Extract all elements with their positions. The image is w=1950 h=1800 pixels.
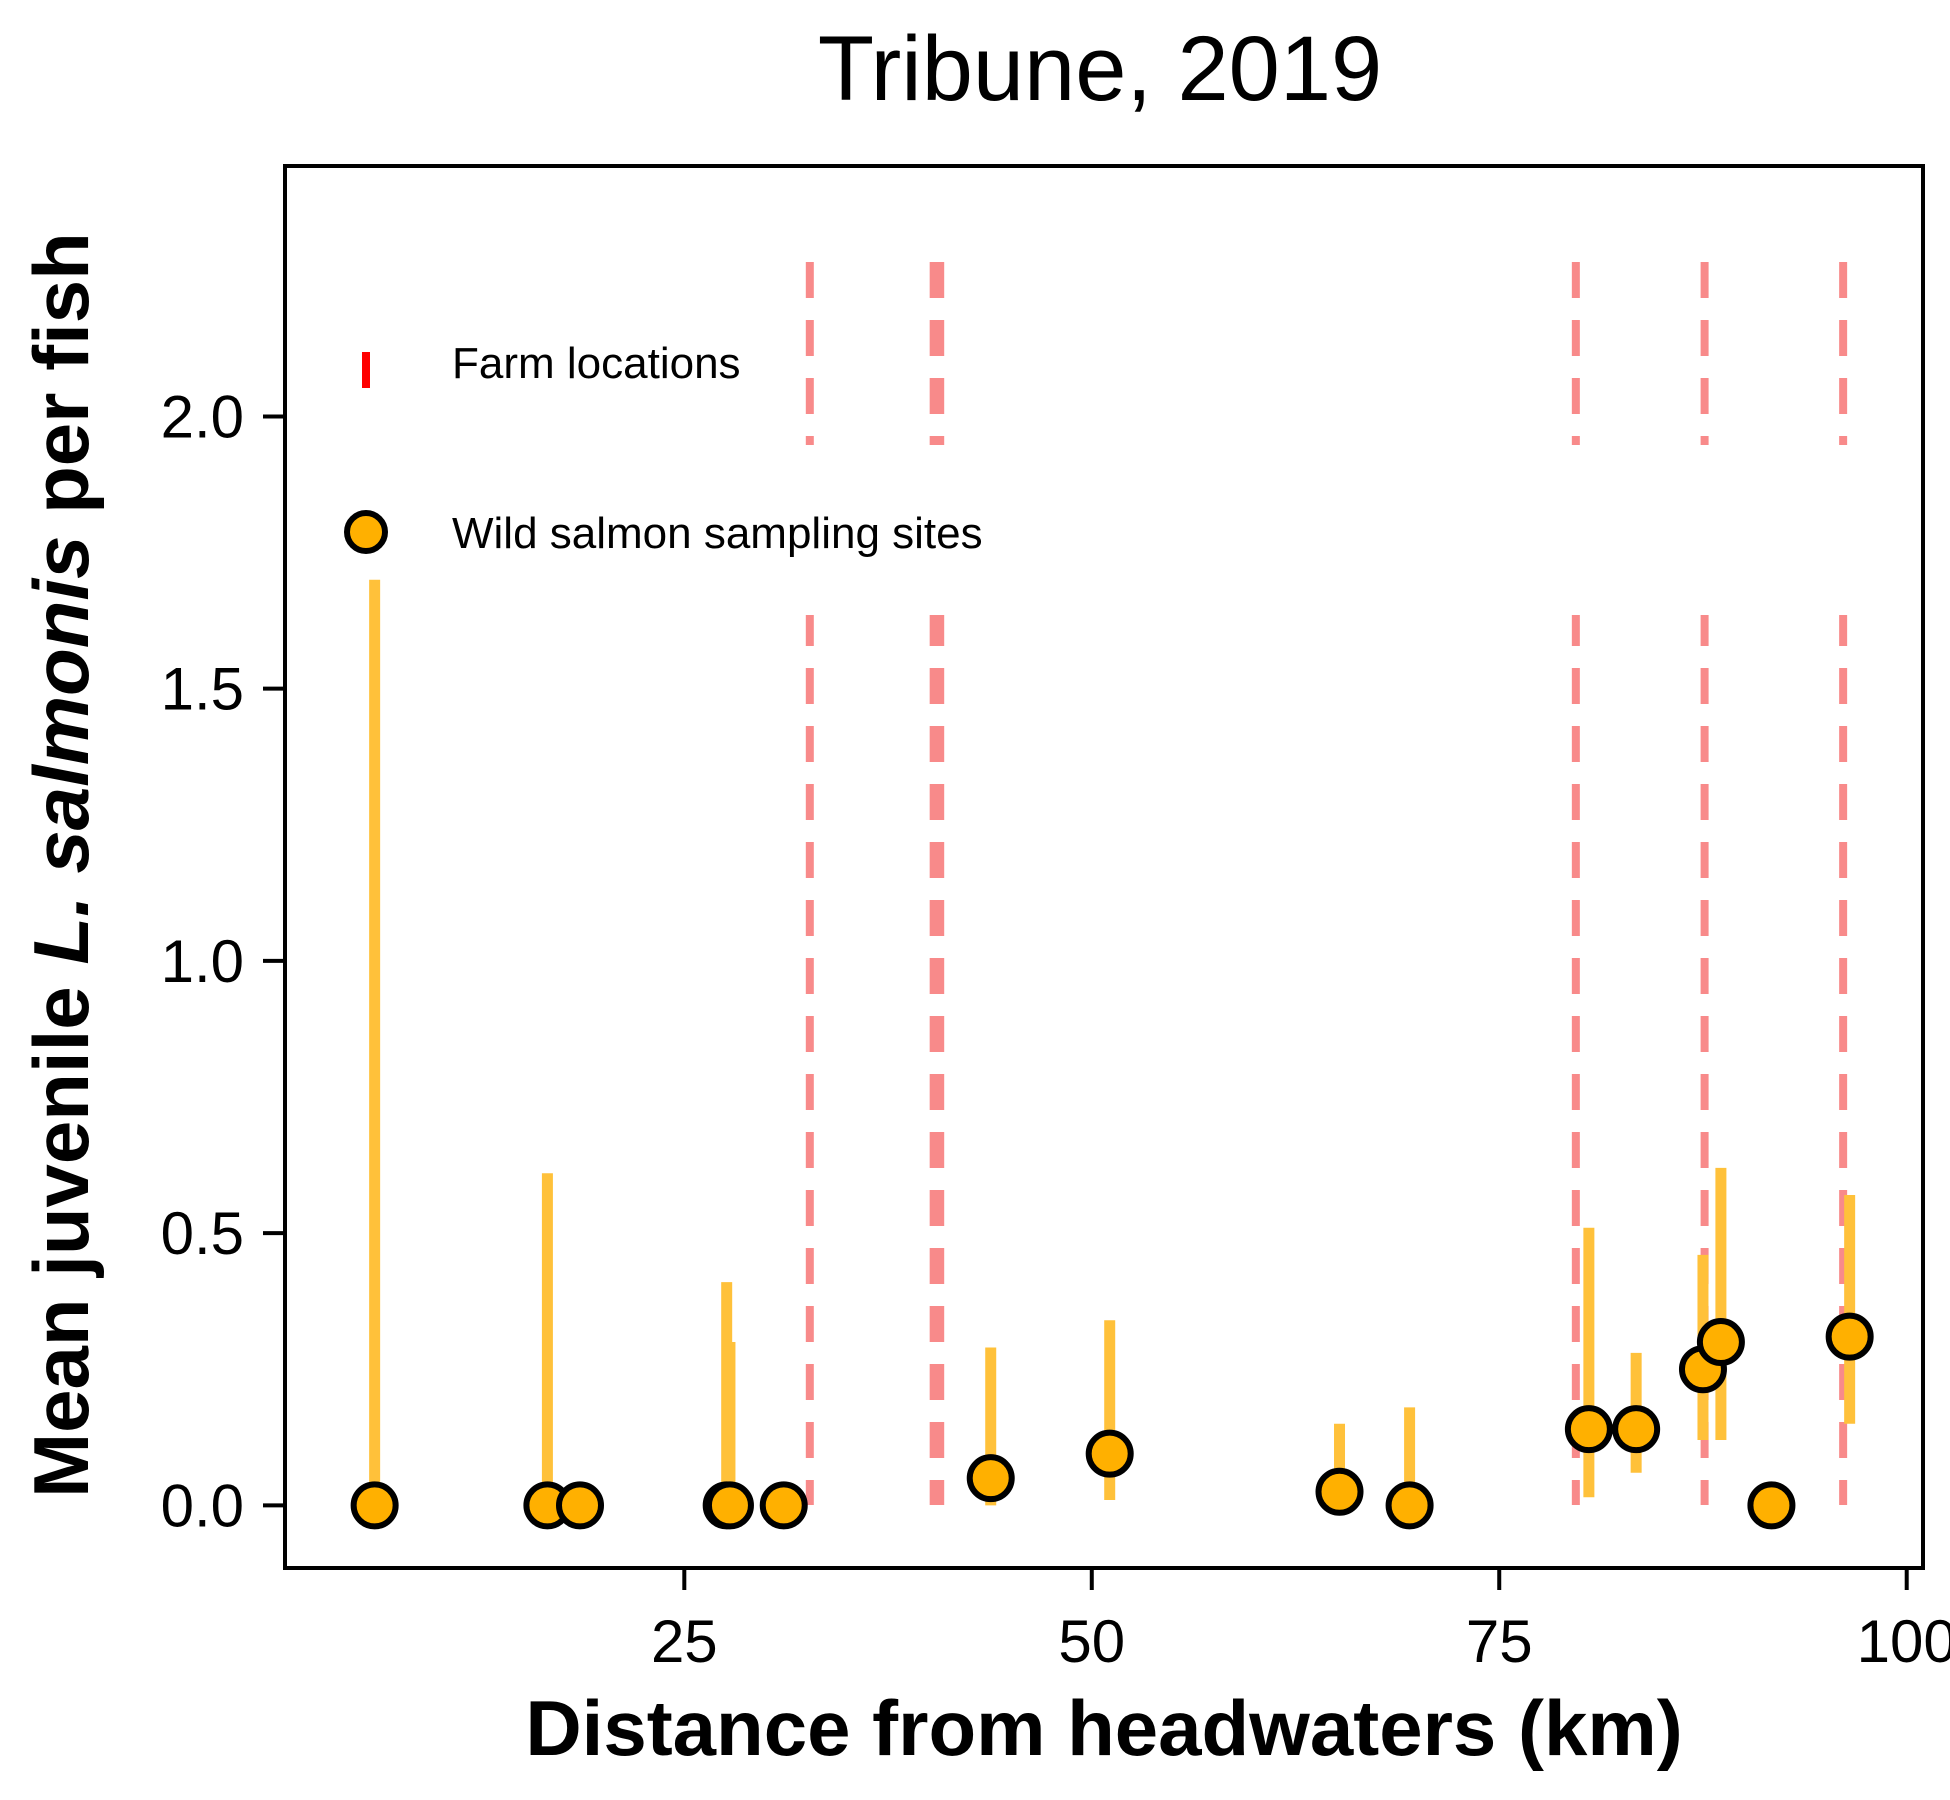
farm-lines [288,262,1921,1505]
x-tick-label-0: 25 [651,1608,718,1675]
site-point-8 [1315,1467,1364,1516]
site-point-5 [759,1481,808,1530]
y-tick-label-1: 0.5 [161,1200,244,1267]
y-tick-label-4: 2.0 [161,383,244,450]
x-tick-label-2: 75 [1466,1608,1533,1675]
legend-site-circle-icon [344,510,388,554]
data-points [350,1312,1874,1530]
site-point-0 [350,1481,399,1530]
x-tick-label-1: 50 [1058,1608,1125,1675]
legend-farm-label: Farm locations [452,339,741,388]
site-point-13 [1696,1318,1745,1367]
legend-site-label: Wild salmon sampling sites [452,509,983,558]
site-point-4 [705,1481,754,1530]
chart-title: Tribune, 2019 [818,18,1382,120]
site-point-10 [1564,1405,1613,1454]
plot-frame [283,164,1925,1570]
y-tick-label-2: 1.0 [161,928,244,995]
x-axis-label: Distance from headwaters (km) [525,1684,1682,1772]
x-tick-label-3: 100 [1857,1608,1950,1675]
site-point-7 [1085,1429,1134,1478]
site-point-15 [1825,1312,1874,1361]
error-bars [369,579,1856,1506]
y-axis-label-suffix: per fish [17,232,105,535]
site-point-9 [1385,1481,1434,1530]
y-tick-label-3: 1.5 [161,656,244,723]
site-point-11 [1612,1405,1661,1454]
legend: Farm locations Wild salmon sampling site… [344,339,983,558]
site-point-6 [966,1454,1015,1503]
y-tick-label-0: 0.0 [161,1472,244,1539]
site-point-2 [556,1481,605,1530]
legend-background [288,445,1921,615]
x-axis: 25 50 75 100 [651,1568,1950,1675]
site-point-14 [1747,1481,1796,1530]
y-axis-label-species: L. salmonis [17,536,105,965]
y-axis: 0.0 0.5 1.0 1.5 2.0 [161,383,285,1539]
y-axis-label-prefix: Mean juvenile [17,965,105,1498]
y-axis-label: Mean juvenile L. salmonis per fish [17,232,105,1498]
